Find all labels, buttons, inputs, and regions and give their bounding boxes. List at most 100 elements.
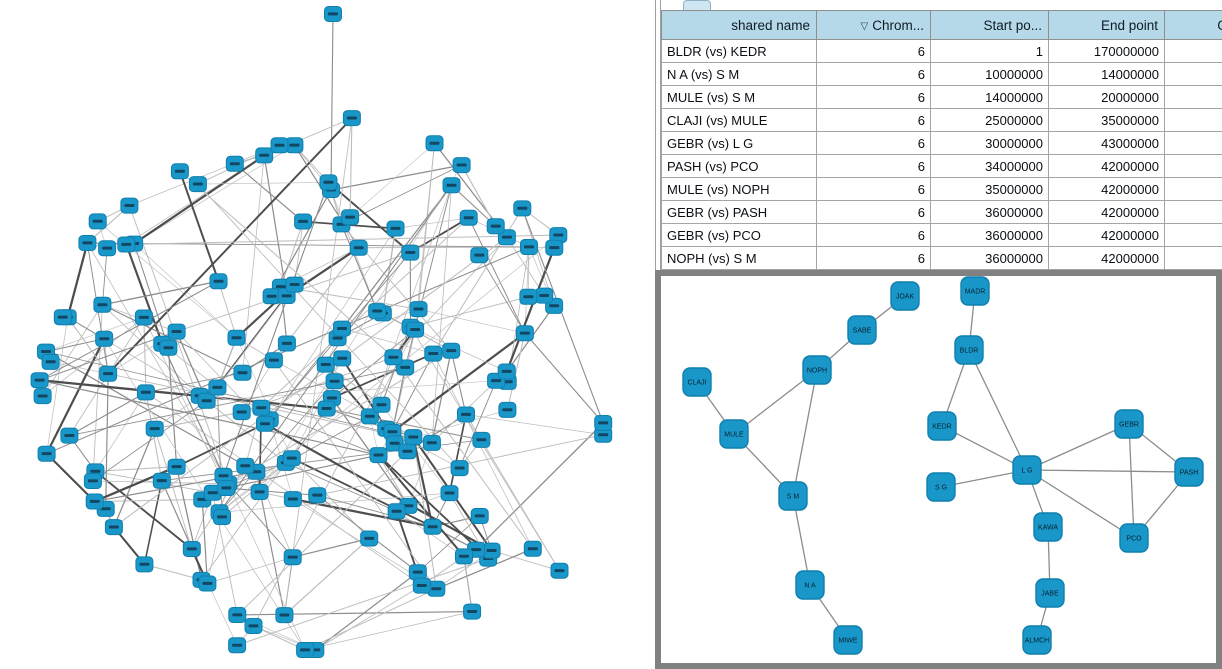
table-row[interactable]: GEBR (vs) PCO636000000420000008.4 [661, 223, 1222, 247]
overview-node[interactable] [457, 406, 475, 423]
overview-node[interactable] [283, 549, 302, 566]
table-row[interactable]: N A (vs) S M610000000140000006.6 [661, 62, 1222, 86]
overview-node[interactable] [41, 353, 60, 370]
table-cell[interactable]: 11.4 [1164, 154, 1222, 178]
table-cell[interactable]: 35000000 [1048, 108, 1165, 132]
overview-node[interactable] [233, 364, 252, 381]
table-cell[interactable]: PASH (vs) PCO [661, 154, 817, 178]
overview-node[interactable] [264, 352, 283, 369]
overview-node[interactable] [152, 472, 171, 489]
table-cell[interactable]: 8.9 [1164, 200, 1222, 224]
table-cell[interactable]: 43000000 [1048, 131, 1165, 155]
overview-node[interactable] [368, 303, 387, 320]
network-node-S G[interactable]: S G [926, 472, 956, 502]
table-cell[interactable]: N A (vs) S M [661, 62, 817, 86]
table-cell[interactable]: MULE (vs) NOPH [661, 177, 817, 201]
network-node-MADR[interactable]: MADR [960, 276, 990, 306]
overview-node[interactable] [398, 443, 417, 460]
overview-node[interactable] [85, 493, 104, 510]
table-cell[interactable]: 6 [816, 154, 931, 178]
table-cell[interactable]: 7.5 [1164, 85, 1222, 109]
overview-node[interactable] [104, 519, 123, 536]
overview-node[interactable] [404, 429, 423, 446]
overview-node[interactable] [486, 218, 505, 235]
table-cell[interactable]: 36000000 [930, 223, 1049, 247]
table-cell[interactable]: 6.6 [1164, 62, 1222, 86]
overview-node[interactable] [37, 445, 56, 462]
overview-node[interactable] [425, 135, 444, 152]
network-node-PASH[interactable]: PASH [1174, 457, 1204, 487]
overview-node[interactable] [213, 509, 231, 525]
table-cell[interactable]: 6 [816, 108, 931, 132]
table-row[interactable]: NOPH (vs) S M636000000420000009.9 [661, 246, 1222, 270]
table-cell[interactable]: 35000000 [930, 177, 1049, 201]
network-node-PCO[interactable]: PCO [1119, 523, 1149, 553]
overview-node[interactable] [203, 484, 222, 501]
overview-node[interactable] [83, 473, 102, 489]
overview-node[interactable] [188, 176, 207, 193]
overview-node[interactable] [282, 450, 301, 467]
overview-node[interactable] [452, 157, 471, 174]
overview-node[interactable] [472, 431, 491, 448]
overview-node[interactable] [285, 137, 304, 154]
table-cell[interactable]: 6 [816, 131, 931, 155]
overview-node[interactable] [208, 379, 227, 396]
network-node-BLDR[interactable]: BLDR [954, 335, 984, 365]
overview-node[interactable] [283, 491, 302, 508]
overview-node[interactable] [88, 213, 107, 230]
overview-node[interactable] [482, 542, 501, 559]
overview-node[interactable] [342, 110, 361, 127]
overview-node[interactable] [60, 427, 79, 444]
network-node-KEDR[interactable]: KEDR [927, 411, 957, 441]
network-node-JABE[interactable]: JABE [1035, 578, 1065, 608]
overview-node[interactable] [198, 575, 217, 592]
overview-node[interactable] [217, 480, 236, 496]
overview-node[interactable] [285, 276, 304, 293]
network-node-CLAJI[interactable]: CLAJI [682, 367, 712, 397]
overview-node[interactable] [523, 540, 542, 557]
overview-node[interactable] [167, 323, 186, 340]
table-cell[interactable]: 42000000 [1048, 154, 1165, 178]
overview-node[interactable] [244, 618, 263, 634]
overview-node[interactable] [78, 235, 97, 251]
table-row[interactable]: BLDR (vs) KEDR61170000000192.0 [661, 39, 1222, 63]
overview-node[interactable] [319, 174, 338, 191]
overview-node[interactable] [333, 350, 352, 367]
overview-node[interactable] [450, 460, 469, 477]
overview-node[interactable] [408, 564, 427, 581]
overview-node[interactable] [406, 321, 425, 338]
overview-node[interactable] [170, 163, 189, 180]
table-cell[interactable]: 6 [816, 62, 931, 86]
network-overview-canvas[interactable] [0, 0, 655, 669]
table-cell[interactable]: 8.4 [1164, 223, 1222, 247]
overview-node[interactable] [93, 296, 112, 313]
overview-node[interactable] [360, 530, 379, 547]
table-cell[interactable]: 5.9 [1164, 108, 1222, 132]
overview-node[interactable] [409, 301, 428, 318]
overview-node[interactable] [325, 373, 344, 390]
overview-node[interactable] [424, 345, 443, 362]
overview-node[interactable] [228, 637, 247, 654]
overview-node[interactable] [252, 399, 271, 416]
network-node-L G[interactable]: L G [1012, 455, 1042, 485]
overview-node[interactable] [316, 356, 335, 373]
overview-node[interactable] [442, 342, 461, 359]
table-cell[interactable]: 25000000 [930, 108, 1049, 132]
table-cell[interactable]: 42000000 [1048, 200, 1165, 224]
table-cell[interactable]: GEBR (vs) PCO [661, 223, 817, 247]
overview-node[interactable] [341, 209, 360, 226]
network-node-GEBR[interactable]: GEBR [1114, 409, 1144, 439]
overview-node[interactable] [308, 487, 327, 504]
column-header-chrom[interactable]: ▽ Chrom... [816, 10, 931, 40]
column-header-genetic[interactable]: Genetic... [1164, 10, 1222, 40]
overview-node[interactable] [470, 508, 489, 524]
overview-node[interactable] [412, 577, 431, 594]
table-cell[interactable]: GEBR (vs) L G [661, 131, 817, 155]
tab-fragment[interactable] [683, 0, 711, 10]
table-cell[interactable]: 30000000 [930, 131, 1049, 155]
overview-node[interactable] [275, 607, 294, 624]
table-cell[interactable]: MULE (vs) S M [661, 85, 817, 109]
table-cell[interactable]: 16.9 [1164, 131, 1222, 155]
overview-node[interactable] [497, 363, 516, 380]
overview-node[interactable] [135, 556, 154, 573]
